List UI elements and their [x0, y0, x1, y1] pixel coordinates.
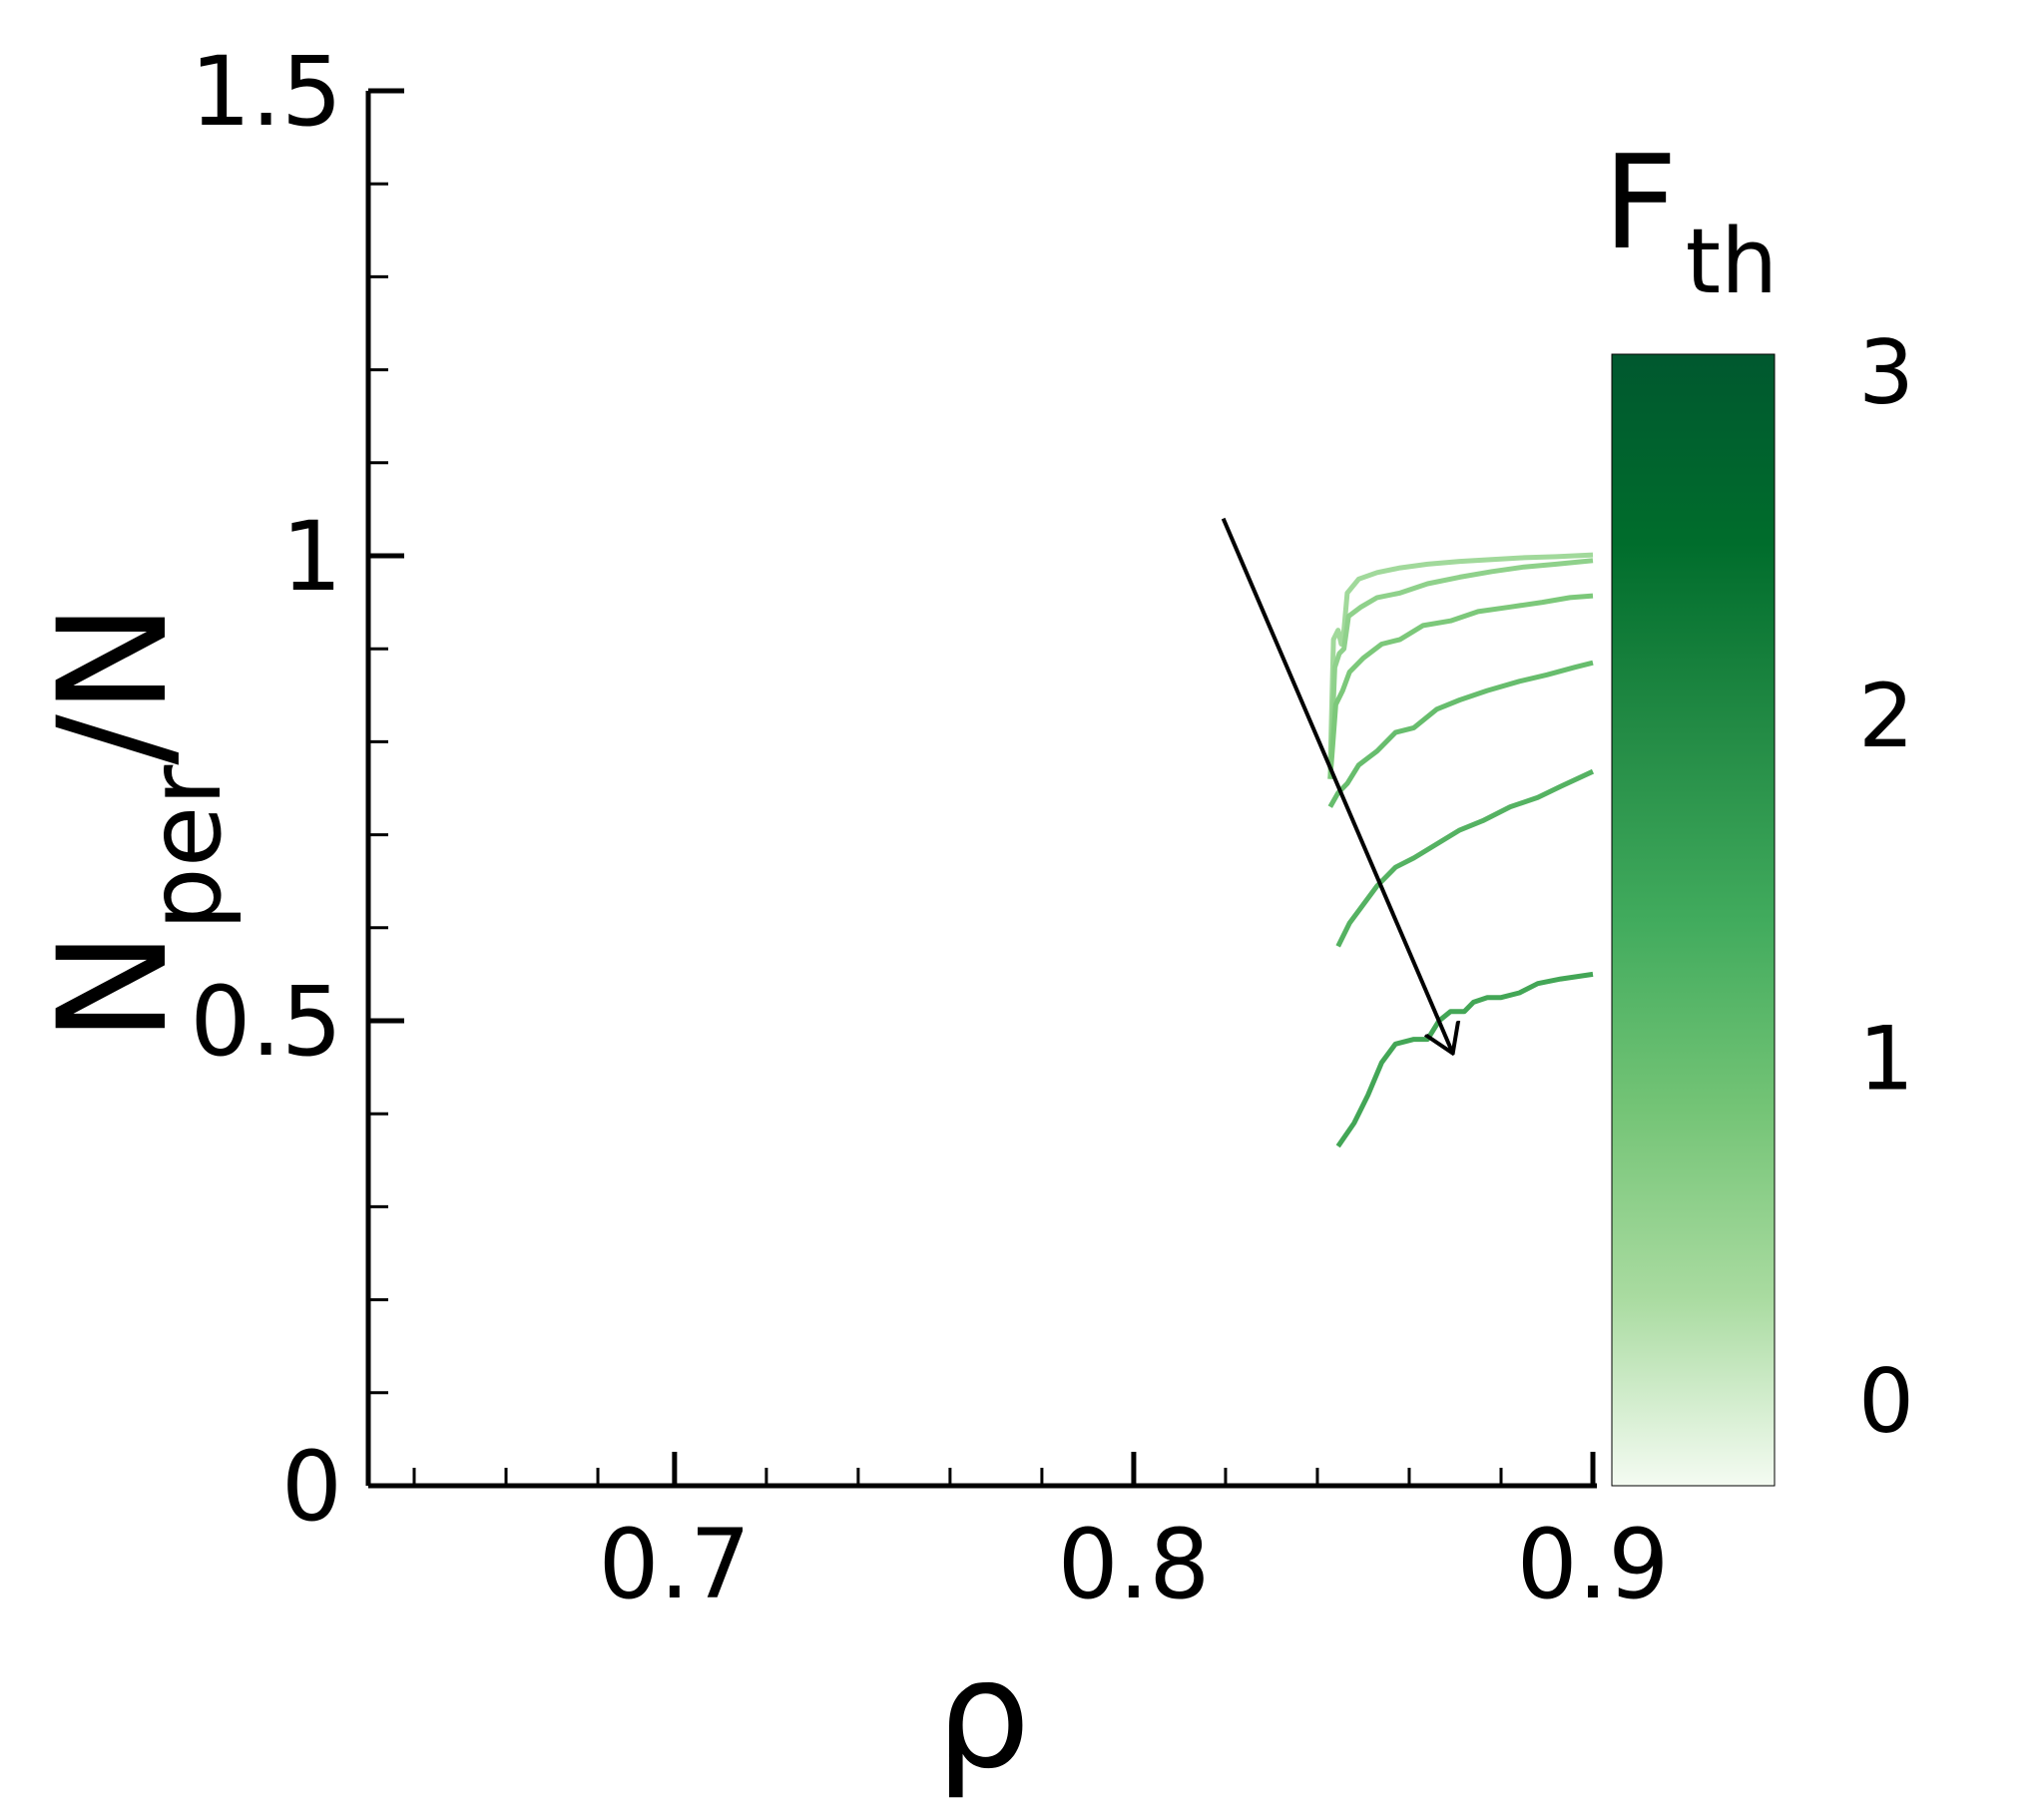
x-ticks: 0.7 0.8 0.9	[412, 1452, 1670, 1620]
trend-arrow	[1221, 517, 1453, 1054]
y-tick-label: 1.5	[190, 36, 342, 148]
y-axis-label-suffix: /N	[27, 603, 201, 765]
colorbar-title-sub: th	[1686, 210, 1778, 314]
colorbar-title-main: F	[1603, 127, 1678, 278]
colorbar: 0 1 2 3 Fth	[1603, 127, 1914, 1487]
y-tick-label: 1	[281, 501, 342, 613]
y-axis-label: Nper/N	[27, 603, 244, 1043]
series-line-3	[1327, 593, 1594, 779]
colorbar-tick-label: 0	[1858, 1350, 1914, 1453]
series-line-6	[1335, 971, 1594, 1148]
colorbar-tick-label: 3	[1858, 321, 1914, 424]
x-tick-label: 0.8	[1058, 1509, 1211, 1620]
series-line-5	[1335, 768, 1595, 948]
y-tick-label: 0	[281, 1431, 342, 1543]
plot-series-group	[1327, 552, 1595, 1148]
y-axis-label-main: N	[27, 931, 201, 1043]
y-axis-label-sub: per	[127, 764, 244, 931]
colorbar-tick-label: 1	[1858, 1007, 1914, 1110]
y-ticks: 0 0.5 1 1.5	[190, 36, 404, 1543]
y-tick-label: 0.5	[190, 966, 342, 1078]
colorbar-bar	[1611, 353, 1776, 1487]
x-axis-label: ρ	[935, 1628, 1030, 1802]
colorbar-title: Fth	[1603, 127, 1778, 314]
series-line-1	[1327, 552, 1594, 770]
x-tick-label: 0.7	[599, 1509, 752, 1620]
axes: 0.7 0.8 0.9 0 0.5 1 1.5	[190, 36, 1669, 1620]
x-tick-label: 0.9	[1517, 1509, 1670, 1620]
series-line-2	[1327, 558, 1594, 779]
series-line-4	[1327, 660, 1594, 808]
colorbar-tick-label: 2	[1858, 665, 1914, 767]
colorbar-ticks: 0 1 2 3	[1858, 321, 1914, 1453]
